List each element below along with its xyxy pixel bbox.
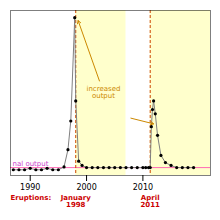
svg-text:2000: 2000: [76, 183, 96, 192]
svg-text:April2011: April2011: [140, 194, 160, 209]
svg-text:Eruptions:: Eruptions:: [11, 194, 52, 202]
svg-text:1990: 1990: [20, 183, 40, 192]
svg-text:nal output: nal output: [13, 160, 49, 168]
svg-text:increasedoutput: increasedoutput: [86, 85, 120, 100]
svg-text:2010: 2010: [133, 183, 153, 192]
svg-text:January1998: January1998: [60, 194, 91, 209]
